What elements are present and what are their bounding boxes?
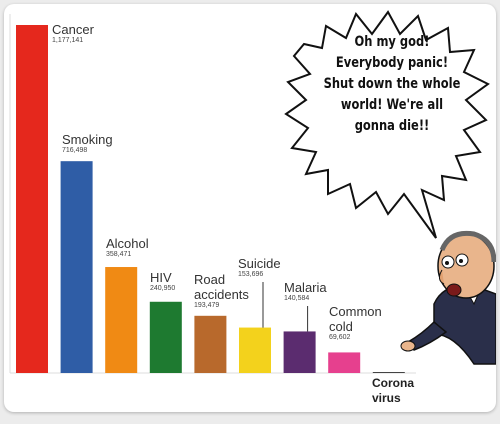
bar [283,331,316,373]
speech-text: Oh my god! Everybody panic! Shut down th… [323,34,461,134]
bar [105,267,138,373]
speech-bubble [284,10,490,239]
category-label: Smoking [62,132,113,147]
value-label: 716,498 [62,147,88,154]
category-label: Road accidents [194,272,249,302]
bar [149,301,182,373]
bar [328,352,361,373]
cartoon-man [400,230,496,365]
bar [372,372,405,373]
bar [194,315,227,373]
chart [9,10,496,374]
value-label: 1,177,141 [52,37,84,44]
value-label: 193,479 [194,302,220,309]
category-label: Alcohol [106,236,149,251]
category-label: Corona virus [372,376,414,405]
value-label: 140,584 [284,295,310,302]
value-label: 240,950 [150,285,176,292]
meme-card: Oh my god! Everybody panic! Shut down th… [4,4,496,412]
bar [60,161,93,373]
value-label: 358,471 [106,251,132,258]
value-label: 69,602 [329,334,351,341]
value-label: 153,696 [238,271,264,278]
bar [239,327,271,373]
category-label: Cancer [52,22,94,37]
category-label: Malaria [284,280,327,295]
category-label: Common cold [329,304,382,334]
category-label: Suicide [238,256,281,271]
bar [16,25,48,373]
category-label: HIV [150,270,172,285]
